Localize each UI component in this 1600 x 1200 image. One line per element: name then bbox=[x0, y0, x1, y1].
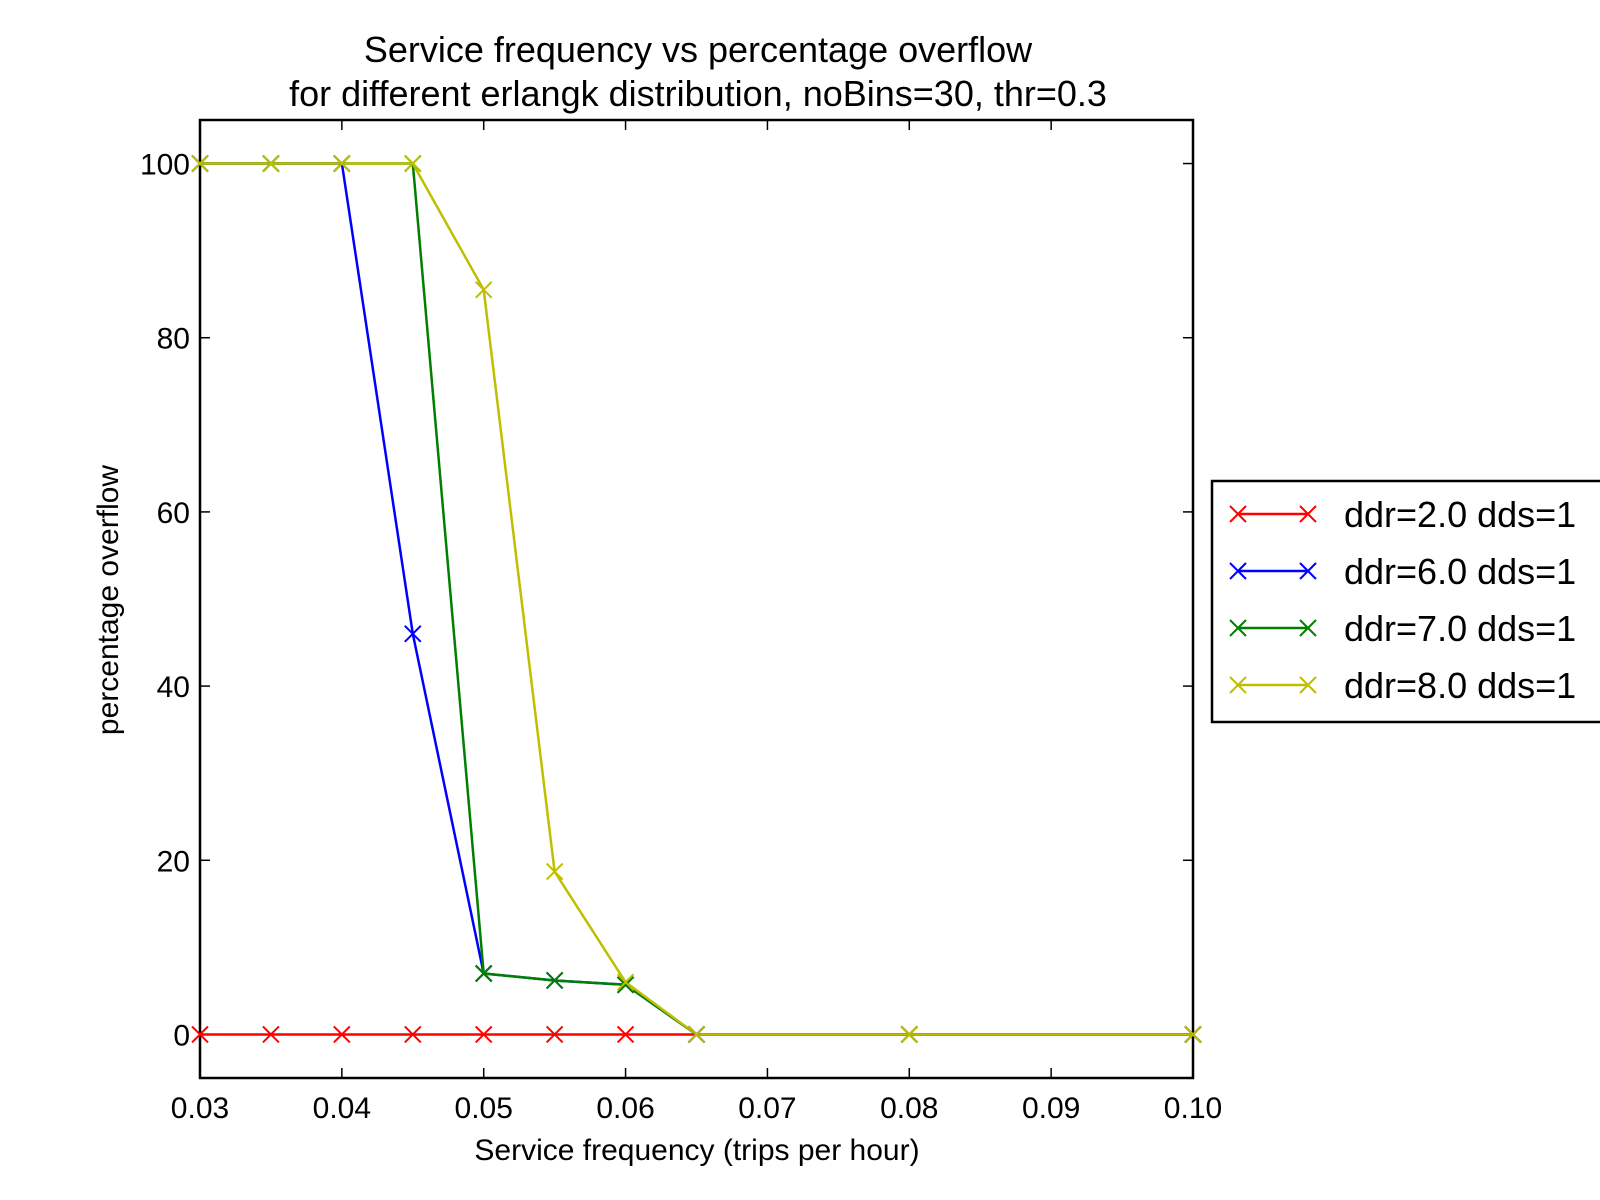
data-point-marker bbox=[475, 281, 493, 299]
data-point-marker bbox=[900, 1025, 918, 1044]
x-tick-labels: 0.03 0.04 0.05 0.06 0.07 0.08 0.09 0.10 bbox=[171, 1092, 1222, 1125]
legend-item: ddr=2.0 dds=1 bbox=[1229, 494, 1576, 535]
legend-marker bbox=[1229, 505, 1247, 523]
legend-marker bbox=[1299, 619, 1317, 637]
legend-item: ddr=8.0 dds=1 bbox=[1229, 665, 1576, 706]
legend-label: ddr=2.0 dds=1 bbox=[1344, 494, 1576, 535]
data-point-marker bbox=[262, 154, 280, 173]
axis-ticks bbox=[199, 120, 1194, 1078]
data-point-marker bbox=[616, 973, 635, 991]
legend-marker bbox=[1299, 676, 1317, 694]
legend: ddr=2.0 dds=1 ddr=6.0 dds=1 ddr=7.0 dds=1 d… bbox=[1210, 479, 1600, 724]
chart-subtitle: for different erlangk distribution, noBi… bbox=[289, 73, 1107, 114]
data-point-marker bbox=[404, 154, 422, 173]
data-point-marker bbox=[1184, 1025, 1202, 1044]
data-point-marker bbox=[475, 1025, 493, 1044]
plot-area bbox=[198, 118, 1195, 1080]
data-point-marker bbox=[616, 1025, 635, 1044]
data-point-marker bbox=[475, 964, 493, 983]
y-tick-label: 100 bbox=[140, 149, 190, 182]
legend-item: ddr=7.0 dds=1 bbox=[1229, 608, 1576, 649]
series-line-3 bbox=[200, 162, 1193, 1036]
y-tick-labels: 0 20 40 60 80 100 bbox=[140, 149, 190, 1053]
x-tick-label: 0.10 bbox=[1164, 1092, 1222, 1125]
legend-item: ddr=6.0 dds=1 bbox=[1229, 551, 1576, 592]
legend-label: ddr=7.0 dds=1 bbox=[1344, 608, 1576, 649]
series-lines bbox=[200, 162, 1193, 1036]
series-line-2 bbox=[200, 162, 1193, 1036]
data-point-marker bbox=[545, 971, 564, 990]
y-tick-label: 0 bbox=[173, 1019, 190, 1052]
data-point-marker bbox=[404, 625, 422, 643]
data-point-marker bbox=[191, 154, 209, 173]
series-line-1 bbox=[200, 162, 1193, 1036]
data-point-marker bbox=[262, 1025, 280, 1044]
legend-marker bbox=[1229, 619, 1247, 637]
y-tick-label: 80 bbox=[157, 323, 190, 356]
chart-title: Service frequency vs percentage overflow bbox=[364, 29, 1033, 70]
legend-marker bbox=[1229, 676, 1247, 694]
data-point-marker bbox=[191, 1025, 209, 1044]
legend-marker bbox=[1299, 562, 1317, 580]
x-tick-label: 0.03 bbox=[171, 1092, 229, 1125]
legend-frame bbox=[1210, 479, 1600, 724]
data-point-marker bbox=[404, 1025, 422, 1044]
y-tick-label: 20 bbox=[157, 845, 190, 878]
data-point-marker bbox=[687, 1025, 706, 1044]
legend-label: ddr=6.0 dds=1 bbox=[1344, 551, 1576, 592]
x-tick-label: 0.05 bbox=[455, 1092, 513, 1125]
y-axis-label: percentage overflow bbox=[92, 465, 125, 735]
x-tick-label: 0.06 bbox=[596, 1092, 654, 1125]
x-tick-label: 0.04 bbox=[313, 1092, 371, 1125]
data-point-marker bbox=[545, 1025, 564, 1044]
series-markers bbox=[191, 154, 1202, 1044]
x-axis-label: Service frequency (trips per hour) bbox=[474, 1134, 919, 1167]
x-tick-label: 0.09 bbox=[1022, 1092, 1080, 1125]
data-point-marker bbox=[333, 154, 351, 173]
data-point-marker bbox=[616, 976, 635, 994]
y-tick-label: 40 bbox=[157, 671, 190, 704]
x-tick-label: 0.08 bbox=[880, 1092, 938, 1125]
data-point-marker bbox=[333, 1025, 351, 1044]
data-point-marker bbox=[545, 862, 564, 881]
legend-marker bbox=[1299, 505, 1317, 523]
y-tick-label: 60 bbox=[157, 497, 190, 530]
legend-label: ddr=8.0 dds=1 bbox=[1344, 665, 1576, 706]
x-tick-label: 0.07 bbox=[738, 1092, 796, 1125]
legend-marker bbox=[1229, 562, 1247, 580]
